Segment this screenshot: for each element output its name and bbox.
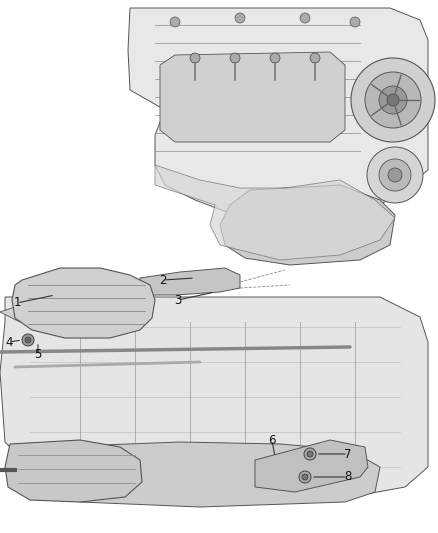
Text: 3: 3 <box>174 294 182 306</box>
Text: 4: 4 <box>5 335 13 349</box>
Circle shape <box>307 451 313 457</box>
Text: 8: 8 <box>344 471 352 483</box>
Circle shape <box>379 86 407 114</box>
Text: 6: 6 <box>268 433 276 447</box>
Polygon shape <box>255 440 368 492</box>
Polygon shape <box>0 297 428 500</box>
Circle shape <box>300 13 310 23</box>
Polygon shape <box>5 440 142 502</box>
Circle shape <box>270 53 280 63</box>
Circle shape <box>388 168 402 182</box>
Circle shape <box>367 147 423 203</box>
Polygon shape <box>12 268 155 338</box>
Circle shape <box>25 337 31 343</box>
Circle shape <box>230 53 240 63</box>
Polygon shape <box>140 268 240 295</box>
Circle shape <box>365 72 421 128</box>
Circle shape <box>304 448 316 460</box>
Text: 2: 2 <box>159 273 167 287</box>
Text: 5: 5 <box>34 349 42 361</box>
Polygon shape <box>0 300 90 322</box>
Circle shape <box>299 471 311 483</box>
Circle shape <box>350 17 360 27</box>
Polygon shape <box>30 442 380 507</box>
Circle shape <box>170 17 180 27</box>
Circle shape <box>235 13 245 23</box>
Circle shape <box>22 334 34 346</box>
Circle shape <box>302 474 308 480</box>
Polygon shape <box>155 165 395 260</box>
Circle shape <box>379 159 411 191</box>
Circle shape <box>310 53 320 63</box>
Polygon shape <box>128 8 428 220</box>
Circle shape <box>190 53 200 63</box>
Circle shape <box>351 58 435 142</box>
Text: 1: 1 <box>13 296 21 310</box>
Polygon shape <box>220 185 395 265</box>
Polygon shape <box>160 52 345 142</box>
Circle shape <box>387 94 399 106</box>
Text: 7: 7 <box>344 448 352 461</box>
